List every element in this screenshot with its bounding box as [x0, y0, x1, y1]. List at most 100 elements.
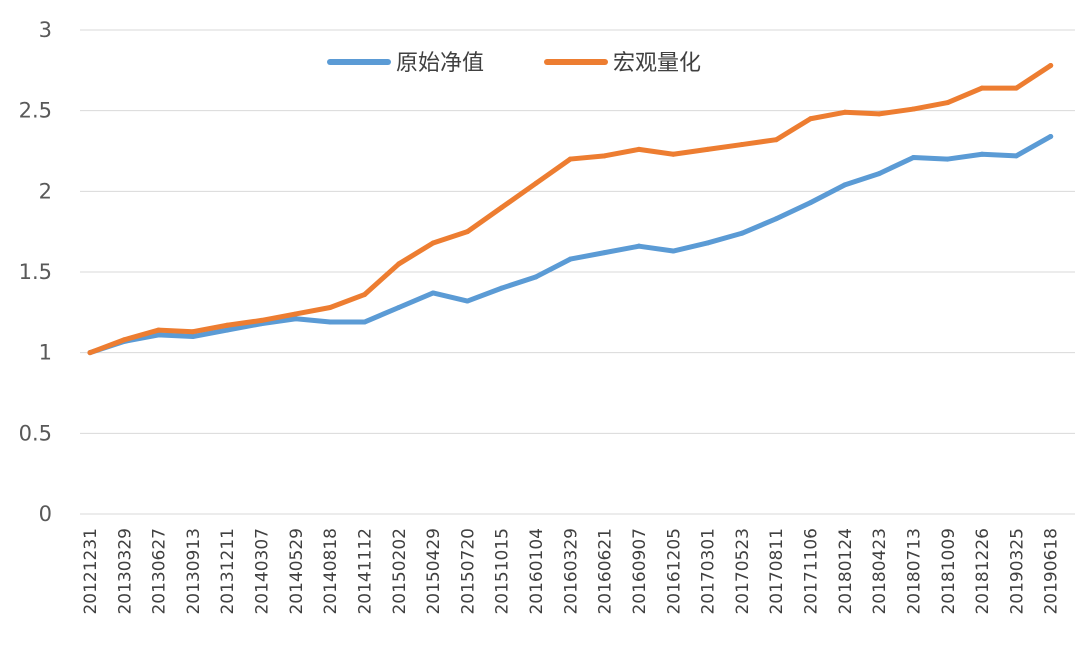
series-2-point	[567, 156, 573, 162]
x-tick-label: 20160104	[527, 528, 547, 615]
series-2-point	[636, 146, 642, 152]
series-1-point	[464, 298, 470, 304]
series-1-point	[808, 200, 814, 206]
x-tick-label: 20190618	[1042, 528, 1062, 615]
series-1-point	[361, 319, 367, 325]
series-2-point	[121, 337, 127, 343]
series-2-point	[87, 350, 93, 356]
y-tick-label: 1	[39, 341, 52, 365]
series-1-point	[499, 285, 505, 291]
x-tick-label: 20170523	[733, 528, 753, 615]
x-tick-label: 20160621	[596, 528, 616, 615]
y-tick-label: 0	[39, 502, 52, 526]
series-2-point	[1048, 62, 1054, 68]
x-tick-label: 20181226	[973, 528, 993, 615]
series-1-point	[876, 171, 882, 177]
legend: 原始净值 宏观量化	[327, 51, 701, 76]
x-tick-label: 20140529	[287, 528, 307, 615]
x-tick-label: 20190325	[1007, 528, 1027, 615]
x-tick-label: 20180713	[904, 528, 924, 615]
series-1-point	[224, 327, 230, 333]
series-1-point	[293, 316, 299, 322]
series-2-point	[910, 106, 916, 112]
x-tick-label: 20150720	[458, 528, 478, 615]
x-tick-label: 20161205	[664, 528, 684, 615]
series-1-point	[739, 230, 745, 236]
series-2-point	[464, 229, 470, 235]
series-1-point	[533, 274, 539, 280]
series-2-point	[739, 142, 745, 148]
x-axis-ticks: 20121231 20130329 20130627 20130913 20131211…	[81, 528, 1062, 615]
series-1-point	[773, 216, 779, 222]
y-tick-label: 1.5	[19, 260, 52, 284]
series-2-point	[396, 261, 402, 267]
series-2-point	[293, 311, 299, 317]
series-line-1	[87, 133, 1054, 356]
series-1-point	[190, 334, 196, 340]
series-1-point	[567, 256, 573, 262]
x-tick-label: 20170811	[767, 528, 787, 615]
series-1-point	[430, 290, 436, 296]
series-1-point	[327, 319, 333, 325]
series-1-point	[979, 151, 985, 157]
series-2-point	[842, 109, 848, 115]
x-tick-label: 20140818	[321, 528, 341, 615]
x-tick-label: 20180423	[870, 528, 890, 615]
y-tick-label: 3	[39, 18, 52, 42]
legend-label-series-1: 原始净值	[396, 51, 484, 76]
x-tick-label: 20160907	[630, 528, 650, 615]
series-1-point	[705, 240, 711, 246]
series-2-point	[499, 204, 505, 210]
x-tick-label: 20171106	[802, 528, 822, 615]
series-1-point	[396, 304, 402, 310]
series-2-point	[876, 111, 882, 117]
x-tick-label: 20181009	[939, 528, 959, 615]
x-tick-label: 20130913	[184, 528, 204, 615]
series-1-point	[842, 182, 848, 188]
series-1-point	[945, 156, 951, 162]
series-2-point	[156, 327, 162, 333]
series-1-point	[1048, 133, 1054, 139]
series-2-point	[773, 137, 779, 143]
series-2-point	[670, 151, 676, 157]
x-tick-label: 20150202	[390, 528, 410, 615]
x-tick-label: 20150429	[424, 528, 444, 615]
x-tick-label: 20121231	[81, 528, 101, 615]
y-tick-label: 0.5	[19, 421, 52, 445]
x-tick-label: 20131211	[218, 528, 238, 615]
series-2-point	[190, 329, 196, 335]
series-1-point	[636, 243, 642, 249]
x-tick-label: 20170301	[699, 528, 719, 615]
series-2-point	[945, 100, 951, 106]
x-tick-label: 20140307	[253, 528, 273, 615]
series-2-point	[430, 240, 436, 246]
gridlines	[80, 29, 1075, 515]
y-tick-label: 2	[39, 179, 52, 203]
series-1-point	[670, 248, 676, 254]
y-axis-ticks: 0 0.5 1 1.5 2 2.5 3	[19, 18, 52, 526]
x-tick-label: 20180124	[836, 528, 856, 615]
x-tick-label: 20130627	[150, 528, 170, 615]
series-2-point	[259, 317, 265, 323]
series-1-point	[1013, 153, 1019, 159]
series-1-point	[910, 154, 916, 160]
legend-label-series-2: 宏观量化	[613, 51, 701, 76]
series-line-2	[87, 62, 1054, 356]
series-2-point	[533, 180, 539, 186]
x-tick-label: 20160329	[561, 528, 581, 615]
y-tick-label: 2.5	[19, 99, 52, 123]
series-2-point	[979, 85, 985, 91]
series-2-point	[705, 146, 711, 152]
series-2-point	[1013, 85, 1019, 91]
series-1-point	[602, 250, 608, 256]
x-tick-label: 20141112	[355, 528, 375, 615]
series-2-point	[224, 322, 230, 328]
series-1-point	[156, 332, 162, 338]
series-2-point	[361, 292, 367, 298]
x-tick-label: 20130329	[115, 528, 135, 615]
series-2-point	[327, 304, 333, 310]
series-2-point	[808, 116, 814, 122]
series-lines	[87, 62, 1054, 356]
